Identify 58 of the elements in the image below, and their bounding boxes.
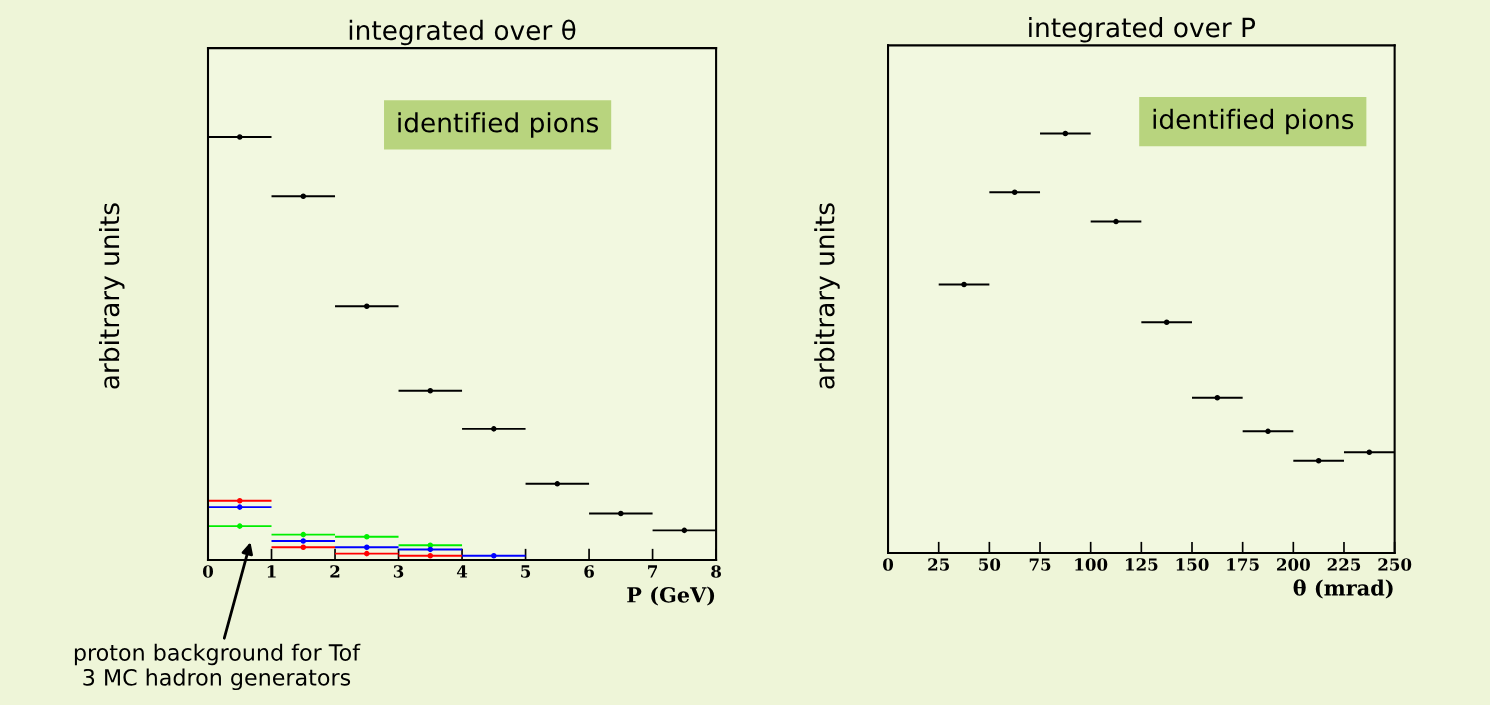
- x-axis-title: P (GeV): [627, 586, 715, 606]
- point: [300, 531, 307, 538]
- x-tick-label: 4: [456, 565, 468, 578]
- point: [681, 527, 688, 534]
- annotation: identified pions: [398, 112, 599, 138]
- point: [554, 481, 561, 487]
- point: [427, 546, 434, 553]
- point: [364, 544, 370, 551]
- point: [1113, 218, 1119, 225]
- annotation: identified pions: [1153, 108, 1354, 135]
- point: [300, 544, 307, 551]
- point: [364, 303, 370, 309]
- x-axis-title: θ (mrad): [1293, 579, 1393, 599]
- x-tick-label: 0: [202, 565, 214, 578]
- chart-title: integrated over θ: [349, 19, 576, 46]
- x-tick-label: 6: [584, 565, 594, 578]
- point: [1315, 457, 1322, 464]
- x-tick-label: 3: [393, 565, 404, 578]
- point: [427, 552, 434, 559]
- point: [300, 193, 307, 199]
- x-tick-label: 1: [267, 565, 276, 578]
- point: [236, 134, 243, 140]
- point: [1366, 449, 1373, 456]
- x-tick-label: 0: [883, 558, 894, 571]
- y-axis-title: arbitrary units: [814, 203, 840, 389]
- x-tick-label: 150: [1176, 558, 1209, 571]
- x-tick-label: 225: [1327, 558, 1361, 571]
- point: [236, 504, 243, 510]
- x-tick-label: 50: [979, 558, 1001, 571]
- point: [364, 550, 370, 557]
- x-tick-label: 100: [1075, 558, 1108, 571]
- point: [1062, 130, 1069, 137]
- point: [1011, 189, 1018, 196]
- x-tick-label: 2: [330, 565, 340, 578]
- point: [1163, 319, 1170, 326]
- x-tick-label: 200: [1277, 558, 1310, 571]
- x-tick-label: 125: [1125, 558, 1158, 571]
- x-tick-label: 75: [1029, 558, 1051, 571]
- point: [961, 281, 967, 288]
- chart-title: integrated over P: [1029, 17, 1256, 43]
- text: proton background for Tof 3 MC hadron generators: [74, 643, 361, 691]
- point: [1265, 428, 1271, 435]
- point: [427, 388, 434, 394]
- x-tick-label: 5: [521, 565, 531, 578]
- point: [364, 533, 370, 540]
- point: [618, 510, 624, 517]
- x-tick-label: 8: [711, 565, 721, 578]
- x-tick-label: 25: [928, 558, 950, 571]
- x-tick-label: 175: [1227, 558, 1259, 571]
- point: [236, 523, 243, 529]
- point: [236, 497, 243, 504]
- x-tick-label: 7: [648, 565, 657, 578]
- x-tick-label: 250: [1378, 558, 1412, 571]
- point: [491, 426, 497, 432]
- point: [300, 538, 307, 544]
- point: [1214, 395, 1221, 401]
- y-axis-title: arbitrary units: [98, 203, 125, 389]
- point: [491, 552, 497, 559]
